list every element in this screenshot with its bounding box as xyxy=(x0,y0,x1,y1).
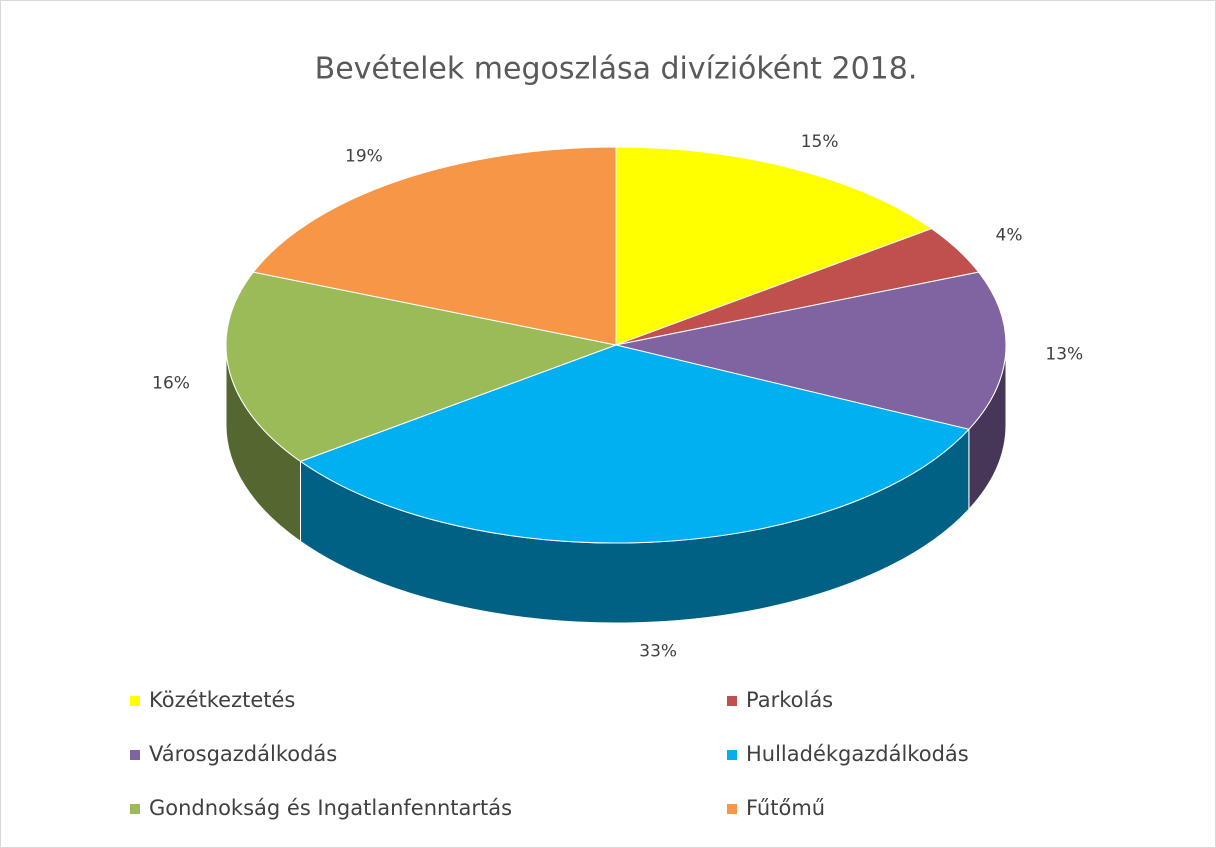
legend-swatch xyxy=(130,750,140,760)
legend-label: Hulladékgazdálkodás xyxy=(746,742,969,766)
data-label: 4% xyxy=(996,225,1023,245)
legend-label: Fűtőmű xyxy=(746,796,825,820)
legend-label: Városgazdálkodás xyxy=(149,742,337,766)
pie-slice xyxy=(252,146,617,346)
legend-swatch xyxy=(727,804,737,814)
legend-swatch xyxy=(727,750,737,760)
pie-slice xyxy=(615,271,1007,430)
legend-label: Parkolás xyxy=(746,688,833,712)
legend-swatch xyxy=(130,696,140,706)
data-label: 15% xyxy=(801,132,839,152)
legend-swatch xyxy=(727,696,737,706)
legend-swatch xyxy=(130,804,140,814)
data-label: 13% xyxy=(1045,345,1083,365)
legend-label: Közétkeztetés xyxy=(149,688,295,712)
data-label: 33% xyxy=(639,641,677,661)
chart-title: Bevételek megoszlása divízióként 2018. xyxy=(315,52,918,87)
legend-label: Gondnokság és Ingatlanfenntartás xyxy=(149,796,512,820)
data-label: 19% xyxy=(345,147,383,167)
pie-slice xyxy=(615,146,933,346)
data-label: 16% xyxy=(152,374,190,394)
pie-slice xyxy=(299,344,970,544)
pie-slice xyxy=(225,271,618,462)
